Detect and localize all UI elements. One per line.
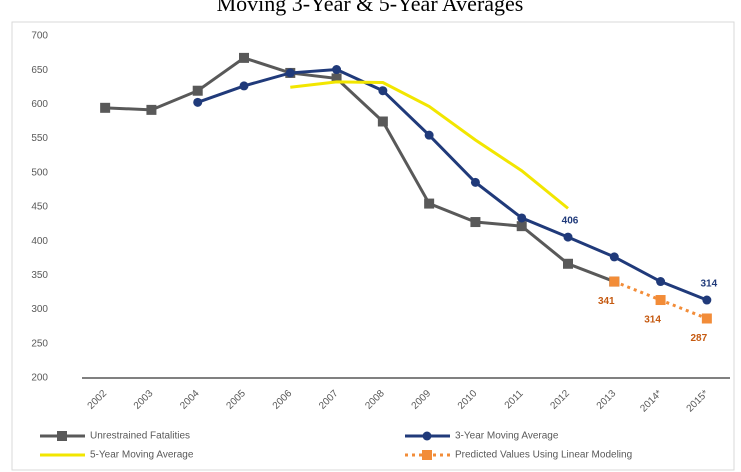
data-point [656, 277, 666, 287]
data-point [239, 52, 249, 63]
data-point [517, 213, 527, 223]
data-point [563, 258, 573, 269]
data-point [285, 68, 295, 78]
y-tick-label: 650 [31, 65, 48, 76]
x-tick-label: 2009 [410, 388, 434, 412]
x-tick-label: 2005 [224, 388, 248, 412]
data-point [332, 65, 342, 75]
data-point [378, 86, 388, 96]
x-tick-label: 2007 [317, 388, 341, 412]
data-label: 406 [562, 216, 579, 227]
x-tick-label: 2004 [178, 388, 202, 412]
data-point [516, 221, 527, 232]
y-tick-label: 600 [31, 99, 48, 110]
y-tick-label: 250 [31, 338, 48, 349]
chart-title: Moving 3-Year & 5-Year Averages [217, 0, 524, 16]
data-label: 314 [701, 279, 718, 290]
data-point [424, 198, 435, 209]
data-label: 341 [598, 296, 615, 307]
series-line [197, 67, 708, 302]
x-tick-label: 2010 [456, 388, 480, 412]
data-point [609, 252, 619, 262]
y-tick-label: 500 [31, 167, 48, 178]
x-tick-label: 2015* [685, 388, 711, 414]
y-tick-label: 350 [31, 270, 48, 281]
data-point [424, 130, 434, 140]
data-label: 314 [644, 315, 661, 326]
data-point [239, 81, 249, 91]
data-point [701, 313, 712, 324]
series-line [105, 56, 615, 283]
data-point [100, 102, 111, 113]
x-tick-label: 2013 [595, 388, 619, 412]
x-tick-label: 2011 [503, 388, 526, 411]
legend-label: 5-Year Moving Average [90, 450, 194, 461]
legend-label: Unrestrained Fatalities [90, 431, 190, 442]
chart-frame [11, 21, 735, 471]
data-point [609, 276, 620, 287]
data-point [193, 97, 203, 107]
legend-label: 3-Year Moving Average [455, 431, 559, 442]
data-point [377, 116, 388, 127]
legend-marker [422, 431, 432, 441]
x-tick-label: 2012 [548, 388, 572, 412]
data-point [655, 295, 666, 306]
data-point [470, 177, 480, 187]
x-tick-label: 2014* [638, 388, 664, 414]
data-point [331, 73, 342, 84]
x-tick-label: 2002 [86, 388, 110, 412]
data-point [702, 295, 712, 305]
x-tick-label: 2008 [363, 388, 387, 412]
y-tick-label: 400 [31, 236, 48, 247]
y-tick-label: 700 [31, 31, 48, 42]
y-tick-label: 450 [31, 202, 48, 213]
y-tick-label: 300 [31, 304, 48, 315]
data-point [146, 104, 157, 115]
series-line [290, 80, 569, 210]
data-point [563, 232, 573, 242]
data-point [192, 85, 203, 96]
x-tick-label: 2006 [271, 388, 295, 412]
y-tick-label: 550 [31, 133, 48, 144]
x-tick-label: 2003 [132, 388, 156, 412]
data-label: 287 [691, 333, 708, 344]
legend-marker [57, 431, 67, 441]
legend-label: Predicted Values Using Linear Modeling [455, 450, 632, 461]
y-tick-label: 200 [31, 373, 48, 384]
legend-marker [422, 450, 432, 460]
data-point [470, 217, 481, 228]
